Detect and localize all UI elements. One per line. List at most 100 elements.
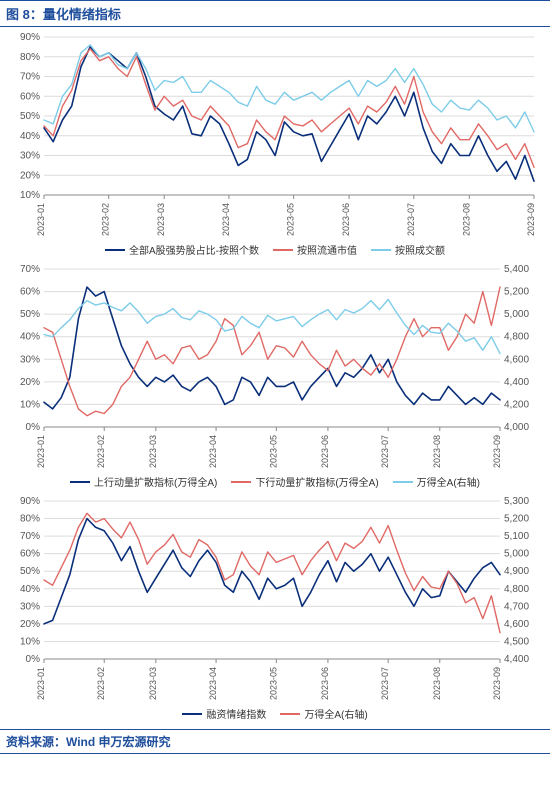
svg-text:4,000: 4,000 (504, 422, 529, 433)
chart-1: 10% 20% 30% 40% 50% 60% 70% 80% 90% 2023-01 2023-0… (6, 31, 544, 263)
svg-text:10%: 10% (20, 190, 40, 201)
svg-text:4,400: 4,400 (504, 654, 529, 665)
legend-swatch (393, 481, 413, 483)
svg-text:40%: 40% (20, 584, 40, 595)
svg-text:20%: 20% (20, 377, 40, 388)
legend-swatch (231, 481, 251, 483)
svg-text:60%: 60% (20, 91, 40, 102)
legend-item: 万得全A(右轴) (280, 706, 367, 721)
svg-text:2023-06: 2023-06 (320, 435, 330, 468)
svg-text:2023-07: 2023-07 (406, 203, 416, 236)
chart-1-svg: 10% 20% 30% 40% 50% 60% 70% 80% 90% 2023-01 2023-0… (6, 31, 544, 241)
svg-text:2023-02: 2023-02 (96, 435, 106, 468)
chart-2: 0%10%20%30%40%50%60%70%4,0004,2004,4004,… (6, 263, 544, 495)
svg-text:70%: 70% (20, 72, 40, 83)
chart-2-legend: 上行动量扩散指标(万得全A) 下行动量扩散指标(万得全A) 万得全A(右轴) (6, 473, 544, 495)
svg-text:10%: 10% (20, 399, 40, 410)
legend-swatch (280, 713, 300, 715)
svg-text:4,400: 4,400 (504, 377, 529, 388)
svg-text:2023-03: 2023-03 (156, 203, 166, 236)
svg-text:5,000: 5,000 (504, 549, 529, 560)
svg-text:2023-09: 2023-09 (492, 667, 502, 700)
legend-swatch (182, 713, 202, 715)
legend-item: 下行动量扩散指标(万得全A) (231, 474, 378, 489)
chart-3: 0% 10% 20% 30% 40% 50% 60% 70% 80% 90% 4,400 4,500 4… (6, 495, 544, 727)
svg-text:2023-02: 2023-02 (101, 203, 111, 236)
legend-label: 上行动量扩散指标(万得全A) (94, 474, 217, 489)
svg-text:2023-05: 2023-05 (268, 435, 278, 468)
svg-text:4,500: 4,500 (504, 636, 529, 647)
chart-2-svg: 0%10%20%30%40%50%60%70%4,0004,2004,4004,… (6, 263, 544, 473)
svg-text:20%: 20% (20, 619, 40, 630)
svg-text:80%: 80% (20, 514, 40, 525)
svg-text:2023-08: 2023-08 (432, 667, 442, 700)
legend-item: 融资情绪指数 (182, 706, 266, 721)
legend-item: 全部A股强势股占比-按照个数 (105, 242, 259, 257)
svg-text:2023-01: 2023-01 (36, 435, 46, 468)
legend-label: 按照成交额 (395, 242, 445, 257)
svg-text:4,800: 4,800 (504, 584, 529, 595)
svg-text:4,600: 4,600 (504, 354, 529, 365)
legend-label: 按照流通市值 (297, 242, 357, 257)
chart-1-legend: 全部A股强势股占比-按照个数 按照流通市值 按照成交额 (6, 241, 544, 263)
svg-text:30%: 30% (20, 151, 40, 162)
svg-text:2023-01: 2023-01 (36, 203, 46, 236)
svg-text:2023-03: 2023-03 (148, 667, 158, 700)
legend-label: 万得全A(右轴) (304, 706, 367, 721)
svg-text:2023-03: 2023-03 (148, 435, 158, 468)
svg-text:4,700: 4,700 (504, 601, 529, 612)
chart-3-legend: 融资情绪指数 万得全A(右轴) (6, 705, 544, 727)
svg-text:2023-05: 2023-05 (286, 203, 296, 236)
svg-text:2023-04: 2023-04 (221, 203, 231, 236)
svg-text:90%: 90% (20, 32, 40, 43)
svg-text:2023-01: 2023-01 (36, 667, 46, 700)
svg-text:60%: 60% (20, 549, 40, 560)
svg-text:10%: 10% (20, 636, 40, 647)
figure-source: 资料来源：Wind 申万宏源研究 (0, 729, 550, 754)
svg-text:20%: 20% (20, 170, 40, 181)
figure-title: 图 8：量化情绪指标 (0, 0, 550, 27)
svg-text:0%: 0% (26, 422, 41, 433)
svg-text:2023-06: 2023-06 (341, 203, 351, 236)
legend-label: 下行动量扩散指标(万得全A) (255, 474, 378, 489)
svg-text:4,800: 4,800 (504, 332, 529, 343)
svg-text:2023-08: 2023-08 (461, 203, 471, 236)
svg-text:0%: 0% (26, 654, 41, 665)
svg-text:5,100: 5,100 (504, 531, 529, 542)
svg-text:60%: 60% (20, 287, 40, 298)
legend-swatch (273, 249, 293, 251)
legend-label: 全部A股强势股占比-按照个数 (129, 242, 259, 257)
legend-item: 万得全A(右轴) (393, 474, 480, 489)
legend-swatch (371, 249, 391, 251)
svg-text:5,000: 5,000 (504, 309, 529, 320)
svg-text:5,300: 5,300 (504, 496, 529, 507)
svg-text:5,200: 5,200 (504, 514, 529, 525)
svg-text:4,200: 4,200 (504, 399, 529, 410)
legend-swatch (105, 249, 125, 251)
svg-text:2023-09: 2023-09 (492, 435, 502, 468)
legend-label: 融资情绪指数 (206, 706, 266, 721)
legend-swatch (70, 481, 90, 483)
legend-label: 万得全A(右轴) (417, 474, 480, 489)
svg-text:2023-08: 2023-08 (432, 435, 442, 468)
svg-text:50%: 50% (20, 111, 40, 122)
svg-text:70%: 70% (20, 264, 40, 275)
svg-text:90%: 90% (20, 496, 40, 507)
chart-3-svg: 0% 10% 20% 30% 40% 50% 60% 70% 80% 90% 4,400 4,500 4… (6, 495, 544, 705)
svg-text:80%: 80% (20, 52, 40, 63)
legend-item: 按照成交额 (371, 242, 445, 257)
svg-text:40%: 40% (20, 131, 40, 142)
svg-text:2023-04: 2023-04 (208, 435, 218, 468)
svg-text:70%: 70% (20, 531, 40, 542)
svg-text:4,900: 4,900 (504, 566, 529, 577)
svg-text:2023-05: 2023-05 (268, 667, 278, 700)
svg-text:30%: 30% (20, 601, 40, 612)
svg-text:2023-07: 2023-07 (380, 435, 390, 468)
svg-text:5,200: 5,200 (504, 287, 529, 298)
legend-item: 按照流通市值 (273, 242, 357, 257)
svg-text:50%: 50% (20, 566, 40, 577)
svg-text:30%: 30% (20, 354, 40, 365)
svg-text:50%: 50% (20, 309, 40, 320)
svg-text:4,600: 4,600 (504, 619, 529, 630)
svg-text:5,400: 5,400 (504, 264, 529, 275)
